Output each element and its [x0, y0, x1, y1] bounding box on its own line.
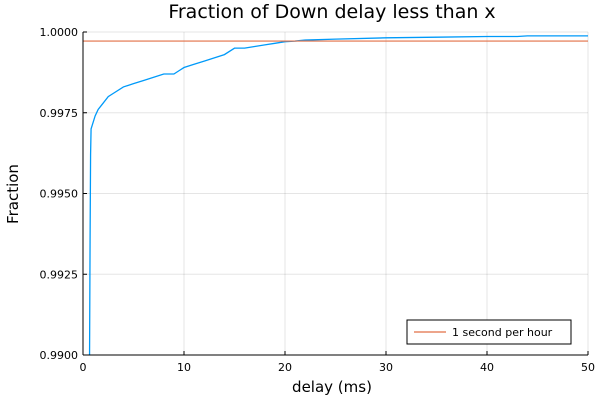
x-axis-label: delay (ms) [292, 378, 372, 396]
y-tick-label: 0.9925 [40, 268, 79, 281]
y-axis-label: Fraction [4, 164, 22, 224]
legend-label-threshold: 1 second per hour [452, 326, 553, 339]
y-tick-label: 0.9950 [40, 188, 79, 201]
series-group [83, 35, 588, 356]
x-tick-label: 50 [581, 361, 595, 374]
x-tick-label: 20 [278, 361, 292, 374]
legend: 1 second per hour [406, 319, 572, 345]
y-axis-ticks: 0.9900 0.9925 0.9950 0.9975 1.0000 [40, 26, 87, 362]
x-tick-label: 10 [177, 361, 191, 374]
y-tick-label: 1.0000 [40, 26, 79, 39]
x-tick-label: 40 [480, 361, 494, 374]
y-tick-label: 0.9900 [40, 349, 79, 362]
grid [82, 31, 589, 356]
chart-title: Fraction of Down delay less than x [168, 1, 495, 23]
x-tick-label: 0 [80, 361, 87, 374]
y-tick-label: 0.9975 [40, 107, 79, 120]
x-axis-ticks: 0 10 20 30 40 50 [80, 351, 595, 374]
x-tick-label: 30 [379, 361, 393, 374]
series-line-delay-cdf [88, 35, 588, 356]
